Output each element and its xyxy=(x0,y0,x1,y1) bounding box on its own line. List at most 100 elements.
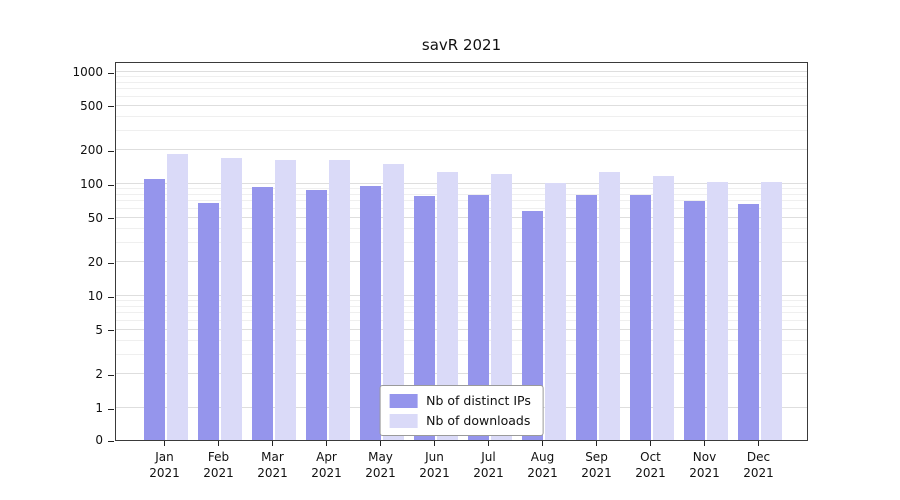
x-tick-label-aug: Aug 2021 xyxy=(527,450,558,480)
bar-downloads-may xyxy=(382,163,404,440)
y-tick-label-10: 10 xyxy=(87,289,103,303)
x-tick-label-jun: Jun 2021 xyxy=(419,450,450,480)
y-tick-mark-1000 xyxy=(108,72,114,74)
x-tick-mark-apr xyxy=(326,441,327,446)
gridline-70 xyxy=(116,200,807,202)
y-tick-label-500: 500 xyxy=(80,98,103,113)
bar-distinct-ips-dec xyxy=(737,204,759,440)
gridline-10 xyxy=(116,295,807,296)
bar-downloads-oct xyxy=(652,176,674,440)
x-tick-mark-jun xyxy=(434,441,435,446)
x-tick-mark-aug xyxy=(542,441,543,446)
gridline-8 xyxy=(116,305,807,307)
bar-distinct-ips-aug xyxy=(521,210,543,440)
gridline-6 xyxy=(116,319,807,321)
x-tick-mark-may xyxy=(380,441,381,446)
legend-label-distinct-ips: Nb of distinct IPs xyxy=(426,393,531,408)
gridline-100 xyxy=(116,183,807,184)
y-tick-mark-5 xyxy=(108,330,114,332)
legend-swatch-distinct-ips xyxy=(389,393,418,408)
gridline-90 xyxy=(116,188,807,190)
gridline-200 xyxy=(116,149,807,151)
y-tick-label-2: 2 xyxy=(95,367,103,382)
gridline-5 xyxy=(116,328,807,330)
bar-distinct-ips-jan xyxy=(143,179,165,440)
bar-downloads-nov xyxy=(706,181,728,440)
gridline-300 xyxy=(116,129,807,131)
gridline-1000 xyxy=(116,71,807,72)
chart-title: savR 2021 xyxy=(421,36,502,54)
gridline-800 xyxy=(116,81,807,83)
gridline-9 xyxy=(116,300,807,302)
bar-downloads-apr xyxy=(328,159,350,440)
y-tick-label-0: 0 xyxy=(95,433,103,447)
x-tick-mark-jan xyxy=(164,441,165,446)
x-tick-label-mar: Mar 2021 xyxy=(257,450,288,480)
bar-distinct-ips-apr xyxy=(305,190,327,440)
legend: Nb of distinct IPs Nb of downloads xyxy=(379,385,544,436)
x-tick-label-jul: Jul 2021 xyxy=(473,450,504,480)
gridline-60 xyxy=(116,207,807,209)
bar-distinct-ips-oct xyxy=(629,194,651,440)
bar-downloads-dec xyxy=(760,182,782,440)
y-tick-mark-100 xyxy=(108,184,114,186)
bar-distinct-ips-nov xyxy=(683,201,705,440)
y-tick-label-1: 1 xyxy=(95,401,103,415)
x-tick-mark-mar xyxy=(272,441,273,446)
gridline-500 xyxy=(116,104,807,106)
bar-downloads-sep xyxy=(598,172,620,440)
y-tick-mark-1 xyxy=(108,408,114,410)
bar-distinct-ips-jul xyxy=(467,194,489,440)
y-tick-mark-200 xyxy=(108,150,114,152)
gridline-700 xyxy=(116,88,807,90)
x-tick-label-dec: Dec 2021 xyxy=(743,450,774,480)
y-tick-mark-10 xyxy=(108,296,114,298)
legend-label-downloads: Nb of downloads xyxy=(426,413,531,428)
gridline-400 xyxy=(116,115,807,117)
bar-distinct-ips-jun xyxy=(413,196,435,440)
gridline-600 xyxy=(116,95,807,97)
bar-downloads-mar xyxy=(274,160,296,440)
x-tick-mark-oct xyxy=(650,441,651,446)
bar-distinct-ips-feb xyxy=(197,203,219,440)
y-tick-label-20: 20 xyxy=(87,255,103,270)
gridline-3 xyxy=(116,353,807,355)
y-tick-label-50: 50 xyxy=(87,210,103,225)
y-tick-mark-20 xyxy=(108,262,114,264)
x-tick-label-oct: Oct 2021 xyxy=(635,450,666,480)
x-tick-label-jan: Jan 2021 xyxy=(149,450,180,480)
gridline-7 xyxy=(116,312,807,314)
bar-downloads-aug xyxy=(544,182,566,440)
gridline-30 xyxy=(116,241,807,243)
bar-downloads-jun xyxy=(436,172,458,440)
y-tick-label-100: 100 xyxy=(80,177,103,191)
gridline-50 xyxy=(116,216,807,218)
gridline-4 xyxy=(116,339,807,341)
legend-swatch-downloads xyxy=(389,413,418,428)
x-tick-mark-nov xyxy=(704,441,705,446)
gridline-20 xyxy=(116,261,807,263)
y-tick-mark-500 xyxy=(108,106,114,108)
y-tick-mark-2 xyxy=(108,374,114,376)
plot-area: Nb of distinct IPs Nb of downloads xyxy=(115,62,808,441)
legend-item-downloads: Nb of downloads xyxy=(389,413,531,428)
x-tick-mark-sep xyxy=(596,441,597,446)
bar-distinct-ips-sep xyxy=(575,195,597,440)
x-tick-mark-jul xyxy=(488,441,489,446)
gridline-40 xyxy=(116,227,807,229)
y-tick-label-200: 200 xyxy=(80,143,103,158)
bar-distinct-ips-mar xyxy=(251,186,273,440)
gridline-2 xyxy=(116,373,807,375)
bar-distinct-ips-may xyxy=(359,186,381,440)
x-tick-label-apr: Apr 2021 xyxy=(311,450,342,480)
bar-downloads-jan xyxy=(166,154,188,440)
x-tick-label-feb: Feb 2021 xyxy=(203,450,234,480)
y-tick-mark-50 xyxy=(108,218,114,220)
legend-item-distinct-ips: Nb of distinct IPs xyxy=(389,393,531,408)
y-tick-label-5: 5 xyxy=(95,322,103,337)
bar-downloads-feb xyxy=(220,158,242,440)
bar-downloads-jul xyxy=(490,174,512,440)
gridline-80 xyxy=(116,193,807,195)
gridline-900 xyxy=(116,76,807,78)
